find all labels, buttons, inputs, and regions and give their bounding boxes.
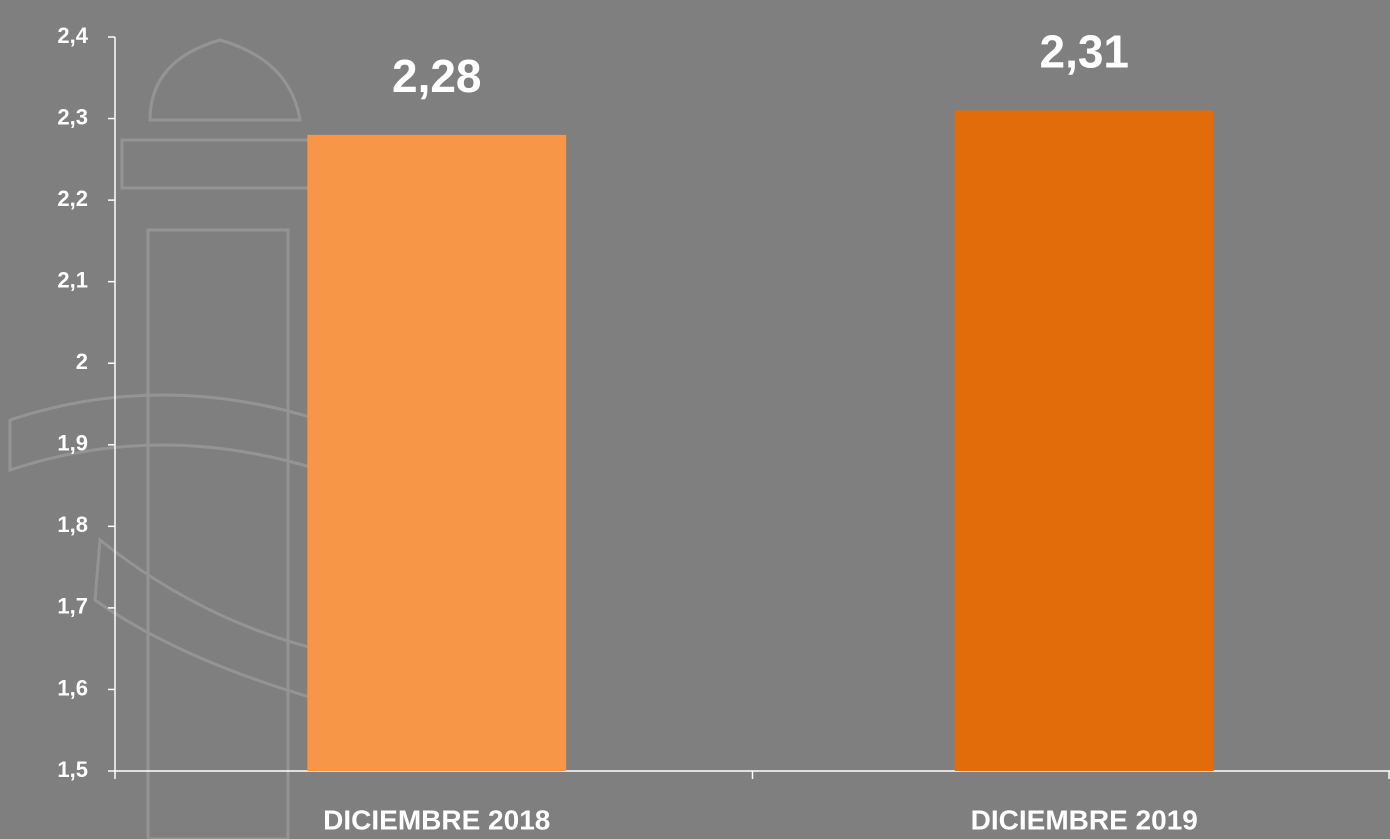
y-tick-label: 2,1 [57,267,88,292]
x-tick-label: DICIEMBRE 2019 [971,804,1198,835]
bar [307,134,567,771]
y-tick-label: 2,2 [57,186,88,211]
y-tick-label: 1,8 [57,512,88,537]
value-label: 2,31 [1039,26,1129,78]
x-tick-label: DICIEMBRE 2018 [323,804,550,835]
y-tick-label: 1,9 [57,431,88,456]
bar [954,110,1214,771]
value-label: 2,28 [392,50,482,102]
y-tick-label: 2,4 [57,23,88,48]
y-tick-label: 2 [76,349,88,374]
y-tick-label: 1,5 [57,757,88,782]
y-tick-label: 2,3 [57,104,88,129]
y-tick-label: 1,6 [57,675,88,700]
y-tick-label: 1,7 [57,594,88,619]
